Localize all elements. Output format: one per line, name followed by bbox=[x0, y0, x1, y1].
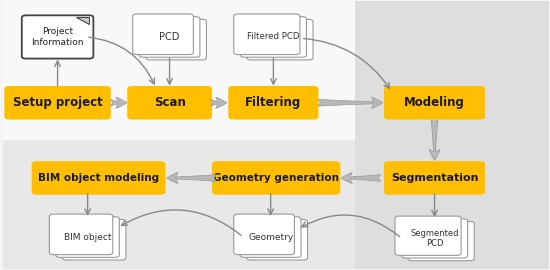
FancyBboxPatch shape bbox=[247, 19, 313, 60]
Text: Project
Information: Project Information bbox=[31, 27, 84, 47]
FancyBboxPatch shape bbox=[4, 86, 111, 120]
FancyBboxPatch shape bbox=[234, 14, 300, 55]
FancyBboxPatch shape bbox=[355, 1, 549, 269]
FancyBboxPatch shape bbox=[22, 15, 94, 59]
Text: Setup project: Setup project bbox=[13, 96, 102, 109]
FancyBboxPatch shape bbox=[234, 214, 294, 255]
Text: Modeling: Modeling bbox=[404, 96, 465, 109]
FancyBboxPatch shape bbox=[228, 86, 318, 120]
Text: Geometry generation: Geometry generation bbox=[213, 173, 339, 183]
FancyBboxPatch shape bbox=[384, 161, 485, 195]
FancyBboxPatch shape bbox=[133, 14, 194, 55]
Text: Segmented
PCD: Segmented PCD bbox=[410, 229, 459, 248]
FancyBboxPatch shape bbox=[384, 86, 485, 120]
Text: BIM object: BIM object bbox=[64, 232, 112, 242]
FancyBboxPatch shape bbox=[402, 219, 468, 258]
Text: PCD: PCD bbox=[160, 32, 180, 42]
FancyBboxPatch shape bbox=[146, 19, 206, 60]
FancyBboxPatch shape bbox=[56, 217, 119, 257]
FancyBboxPatch shape bbox=[240, 217, 301, 257]
Text: Segmentation: Segmentation bbox=[391, 173, 478, 183]
FancyBboxPatch shape bbox=[3, 140, 549, 269]
FancyBboxPatch shape bbox=[127, 86, 212, 120]
Text: BIM object modeling: BIM object modeling bbox=[38, 173, 159, 183]
FancyBboxPatch shape bbox=[408, 221, 474, 261]
Text: Filtered PCD: Filtered PCD bbox=[247, 32, 300, 42]
FancyBboxPatch shape bbox=[3, 1, 549, 140]
FancyBboxPatch shape bbox=[240, 17, 306, 57]
FancyBboxPatch shape bbox=[63, 220, 126, 260]
Text: Filtering: Filtering bbox=[245, 96, 301, 109]
FancyBboxPatch shape bbox=[139, 17, 200, 57]
Text: Geometry: Geometry bbox=[248, 232, 293, 242]
Text: Scan: Scan bbox=[153, 96, 185, 109]
FancyBboxPatch shape bbox=[212, 161, 340, 195]
FancyBboxPatch shape bbox=[50, 214, 113, 255]
FancyBboxPatch shape bbox=[247, 220, 307, 260]
FancyBboxPatch shape bbox=[395, 216, 461, 255]
FancyBboxPatch shape bbox=[32, 161, 166, 195]
Polygon shape bbox=[76, 18, 89, 24]
